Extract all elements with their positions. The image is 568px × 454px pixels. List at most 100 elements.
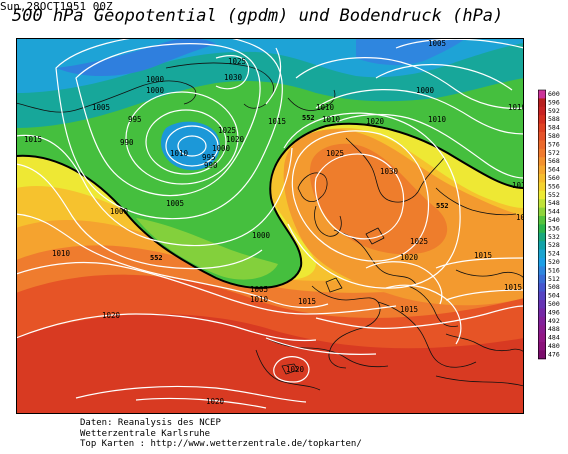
isobar-label: 1000 [252, 231, 271, 240]
isobar-label: 1000 [212, 144, 231, 153]
isobar-label: 1000 [110, 207, 129, 216]
ridge-dark-orange [309, 143, 448, 255]
isobar-label: 1015 [474, 251, 492, 260]
isobar-label: 1020 [226, 135, 245, 144]
isobar-label: 990 [120, 138, 134, 147]
legend-label: 528 [548, 241, 560, 249]
isobar-labels: 1005 1025 1030 1000 1000 1000 1005 1010 1010 995 1… [24, 39, 524, 406]
map-title: 500 hPa Geopotential (gpdm) und Bodendru… [12, 6, 504, 26]
legend-swatch [538, 258, 546, 267]
legend-label: 548 [548, 199, 560, 207]
isobar-label: 1020 [516, 213, 524, 222]
legend-swatch [538, 123, 546, 133]
band-light-green [136, 218, 278, 280]
legend-label: 536 [548, 224, 560, 232]
legend-label: 524 [548, 250, 560, 258]
isobar-label: 1000 [146, 75, 165, 84]
legend-label: 580 [548, 132, 560, 140]
isobar-label: 1010 [170, 149, 189, 158]
isobar-label: 995 [128, 115, 142, 124]
legend-swatch [538, 291, 546, 301]
isobar-label: 1010 [52, 249, 71, 258]
legend-label: 568 [548, 157, 560, 165]
credit-line-url: Top Karten : http://www.wetterzentrale.d… [80, 439, 362, 449]
legend-swatch [538, 350, 546, 360]
legend-swatch [538, 148, 546, 158]
legend-label: 556 [548, 182, 560, 190]
legend-swatch [538, 182, 546, 192]
legend-label: 560 [548, 174, 560, 182]
height-labels: 552 552 552 [150, 114, 449, 262]
legend-label: 512 [548, 275, 560, 283]
legend-label: 576 [548, 140, 560, 148]
legend-swatch [538, 115, 546, 125]
isobar-label: 1015 [504, 283, 522, 292]
legend-swatch [538, 308, 546, 318]
legend-swatch [538, 106, 546, 116]
map-frame [16, 38, 524, 414]
legend-label: 476 [548, 350, 560, 358]
height-label: 552 [436, 202, 449, 210]
legend-swatch [538, 98, 546, 108]
isobar-label: 1015 [400, 305, 418, 314]
legend-label: 588 [548, 115, 560, 123]
legend-label: 484 [548, 334, 560, 342]
legend-swatch [538, 316, 546, 326]
legend-swatch [538, 283, 546, 293]
isobar-label: 1000 [146, 86, 165, 95]
legend-label: 532 [548, 233, 560, 241]
legend-label: 600 [548, 90, 560, 98]
legend-label: 496 [548, 308, 560, 316]
legend-swatch [538, 249, 546, 259]
legend-swatch [538, 157, 546, 167]
legend-label: 516 [548, 266, 560, 274]
legend-label: 572 [548, 149, 560, 157]
height-label: 552 [302, 114, 315, 122]
legend-swatch [538, 140, 546, 150]
legend-label: 552 [548, 191, 560, 199]
date-label: Sun,28OCT1951 00Z [0, 0, 113, 13]
isobar-label: 1015 [512, 181, 524, 190]
isobar-label: 1015 [268, 117, 286, 126]
contour-552 [16, 122, 524, 289]
legend-label: 520 [548, 258, 560, 266]
credits: Daten: Reanalysis des NCEP Wetterzentral… [80, 418, 362, 450]
isobar-label: 1010 [508, 103, 524, 112]
weather-map: 1005 1025 1030 1000 1000 1000 1005 1010 1010 995 1… [16, 38, 524, 414]
legend-label: 508 [548, 283, 560, 291]
low-centre-blue [161, 121, 220, 171]
legend-swatch [538, 224, 546, 234]
isobar-label: 1005 [428, 39, 446, 48]
isobar-label: 1020 [400, 253, 419, 262]
legend-label: 488 [548, 325, 560, 333]
isobar-label: 1025 [410, 237, 428, 246]
isobar-label: 1020 [206, 397, 225, 406]
legend-swatch [538, 199, 546, 209]
legend-label: 540 [548, 216, 560, 224]
color-legend: 6005965925885845805765725685645605565525… [538, 89, 560, 360]
band-blue [56, 38, 216, 77]
isobar-label: 1010 [316, 103, 335, 112]
isobar-label: 1005 [92, 103, 110, 112]
isobar-label: 1015 [24, 135, 42, 144]
legend-swatch [538, 132, 546, 141]
isobar-label: 1015 [298, 297, 316, 306]
isobar-label: 1030 [380, 167, 399, 176]
legend-swatch [538, 190, 546, 200]
isobar-label: 1010 [322, 115, 341, 124]
legend-swatch [538, 216, 546, 225]
legend-swatch [538, 342, 546, 351]
isobar-label: 1020 [102, 311, 121, 320]
legend-swatch [538, 165, 546, 175]
legend-swatch [538, 325, 546, 335]
legend-swatch [538, 266, 546, 276]
isobar-label: 1005 [250, 285, 268, 294]
isobars [16, 38, 524, 409]
legend-swatch [538, 90, 546, 99]
legend-label: 544 [548, 208, 560, 216]
legend-label: 492 [548, 317, 560, 325]
isobar-label: 1005 [166, 199, 184, 208]
isobar-label: 1030 [224, 73, 243, 82]
isobar-label: 1000 [416, 86, 435, 95]
legend-label: 480 [548, 342, 560, 350]
